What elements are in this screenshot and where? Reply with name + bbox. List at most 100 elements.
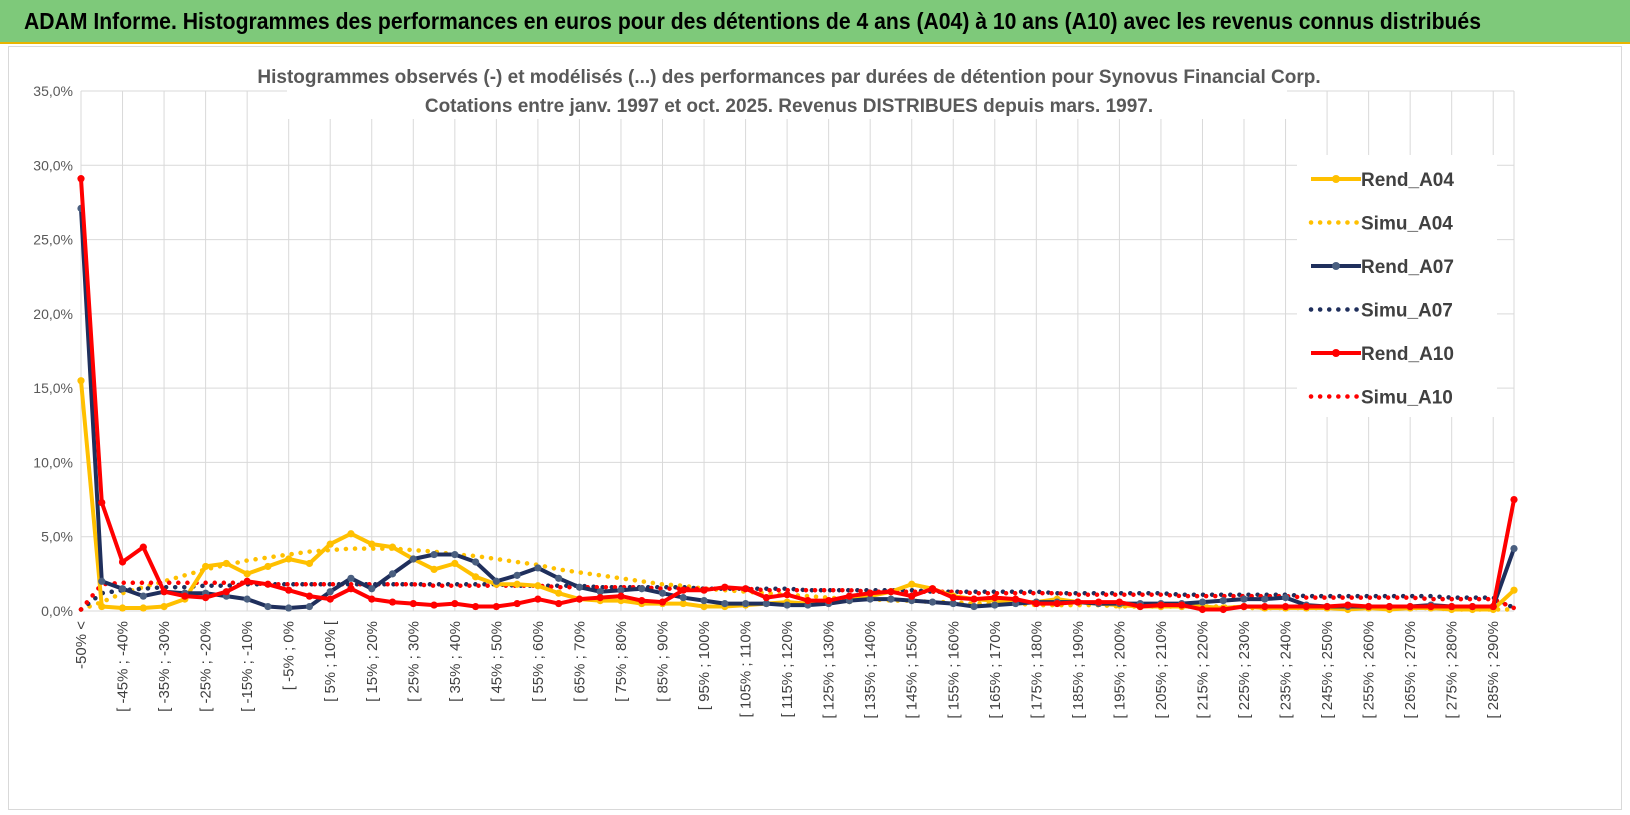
series-point-rend-a04 xyxy=(118,604,127,612)
series xyxy=(77,175,1518,614)
chart-title-background xyxy=(287,57,1287,119)
y-tick-label: 15,0% xyxy=(33,380,73,396)
series-point-rend-a04 xyxy=(388,543,397,551)
gridlines xyxy=(80,90,1515,612)
x-tick-label: [ 275% ; 280% xyxy=(1444,621,1461,719)
x-tick-label: [ 255% ; 260% xyxy=(1361,621,1378,719)
x-tick-label: [ 65% ; 70% xyxy=(571,621,588,702)
series-point-rend-a07 xyxy=(700,597,708,605)
series-point-rend-a04 xyxy=(222,559,230,568)
x-tick-label: [ 225% ; 230% xyxy=(1236,621,1253,719)
series-point-rend-a10 xyxy=(202,594,210,602)
series-point-rend-a10 xyxy=(77,175,85,183)
series-point-rend-a10 xyxy=(928,585,937,593)
series-point-rend-a07 xyxy=(513,571,521,579)
series-point-rend-a07 xyxy=(451,550,459,559)
series-point-rend-a10 xyxy=(658,598,667,606)
legend-label-simu-a04: Simu_A04 xyxy=(1361,214,1453,235)
header-banner: ADAM Informe. Histogrammes des performan… xyxy=(0,0,1630,44)
x-tick-label: [ 5% ; 10% [ xyxy=(322,620,339,702)
series-point-rend-a04 xyxy=(1510,586,1518,594)
series-point-rend-a10 xyxy=(492,602,500,611)
series-point-rend-a10 xyxy=(638,597,646,605)
legend-background xyxy=(1297,155,1497,417)
series-point-rend-a07 xyxy=(783,601,791,609)
series-point-rend-a10 xyxy=(513,599,521,608)
y-tick-label: 35,0% xyxy=(33,83,73,99)
series-point-rend-a07 xyxy=(887,595,895,603)
series-point-rend-a07 xyxy=(928,598,937,606)
x-tick-label: [ -5% ; 0% xyxy=(281,621,298,690)
series-line-simu-a10 xyxy=(78,580,1517,612)
x-tick-label: -50% < xyxy=(73,621,90,669)
legend-label-rend-a10: Rend_A10 xyxy=(1361,344,1454,365)
series-point-rend-a10 xyxy=(825,597,833,605)
x-tick-label: [ 175% ; 180% xyxy=(1028,621,1045,719)
series-point-rend-a10 xyxy=(1489,602,1497,611)
series-point-rend-a10 xyxy=(762,594,770,602)
series-point-rend-a07 xyxy=(638,585,646,593)
series-point-rend-a07 xyxy=(1240,595,1248,603)
series-point-rend-a07 xyxy=(534,564,542,572)
chart-frame: 0,0% 5,0% 10,0% 15,0% 20,0% 25,0% 30,0% 35,0% -… xyxy=(8,46,1622,810)
series-point-rend-a07 xyxy=(741,599,750,608)
x-tick-label: [ 85% ; 90% xyxy=(655,621,672,702)
legend-label-simu-a10: Simu_A10 xyxy=(1361,388,1453,409)
series-point-rend-a10 xyxy=(305,592,314,600)
series-point-rend-a07 xyxy=(139,592,147,600)
series-point-rend-a07 xyxy=(471,558,480,566)
x-tick-label: [ 195% ; 200% xyxy=(1111,621,1128,719)
series-point-rend-a10 xyxy=(98,498,106,507)
series-point-rend-a07 xyxy=(991,601,999,609)
series-point-rend-a10 xyxy=(575,595,584,603)
series-point-rend-a10 xyxy=(679,586,687,594)
x-tick-label: [ -25% ; -20% xyxy=(198,621,215,712)
series-point-rend-a07 xyxy=(305,602,314,611)
series-point-rend-a10 xyxy=(1095,598,1103,606)
series-point-rend-a07 xyxy=(347,574,355,582)
series-point-rend-a04 xyxy=(513,580,521,588)
series-point-rend-a10 xyxy=(804,597,812,605)
series-point-rend-a04 xyxy=(98,602,106,611)
x-tick-label: [ 205% ; 210% xyxy=(1153,621,1170,719)
series-point-rend-a10 xyxy=(430,601,438,609)
x-tick-label: [ 105% ; 110% xyxy=(738,621,755,717)
series-point-rend-a10 xyxy=(1406,602,1414,611)
x-tick-label: [ 215% ; 220% xyxy=(1194,621,1211,719)
series-point-rend-a10 xyxy=(866,589,874,597)
x-tick-label: [ 285% ; 290% xyxy=(1485,621,1502,719)
x-tick-label: [ 165% ; 170% xyxy=(987,621,1004,719)
x-tick-label: [ -15% ; -10% xyxy=(239,621,256,712)
x-tick-label: [ 115% ; 120% xyxy=(779,621,796,717)
series-point-rend-a10 xyxy=(160,588,168,596)
series-point-rend-a10 xyxy=(409,599,417,608)
series-point-rend-a10 xyxy=(534,595,542,603)
series-point-rend-a07 xyxy=(1281,594,1290,602)
series-point-rend-a07 xyxy=(762,599,770,608)
series-point-rend-a07 xyxy=(596,588,604,596)
series-point-rend-a10 xyxy=(1344,601,1352,609)
series-line-rend-a10 xyxy=(79,176,1516,612)
series-point-rend-a10 xyxy=(471,602,480,611)
series-point-rend-a10 xyxy=(1011,595,1020,603)
x-tick-label: [ -35% ; -30% xyxy=(156,621,173,712)
series-point-rend-a04 xyxy=(285,555,293,563)
series-point-rend-a04 xyxy=(679,599,687,608)
series-point-rend-a04 xyxy=(243,570,251,578)
series-point-rend-a10 xyxy=(222,588,230,596)
legend-marker-rend-a04 xyxy=(1332,175,1340,183)
series-point-rend-a07 xyxy=(1510,545,1518,553)
series-point-rend-a04 xyxy=(555,589,563,597)
x-tick-label: [ 235% ; 240% xyxy=(1278,621,1295,719)
series-point-rend-a10 xyxy=(243,577,251,585)
series-point-rend-a10 xyxy=(1219,605,1227,614)
series-point-rend-a10 xyxy=(1074,598,1082,606)
series-point-rend-a10 xyxy=(1240,602,1248,611)
series-point-rend-a10 xyxy=(1510,495,1518,504)
series-point-rend-a10 xyxy=(1178,601,1186,609)
series-point-rend-a04 xyxy=(534,582,542,590)
series-point-rend-a10 xyxy=(1365,602,1373,611)
x-tick-label: [ 45% ; 50% xyxy=(488,621,505,702)
series-point-rend-a04 xyxy=(77,377,85,385)
series-point-rend-a04 xyxy=(139,604,147,612)
